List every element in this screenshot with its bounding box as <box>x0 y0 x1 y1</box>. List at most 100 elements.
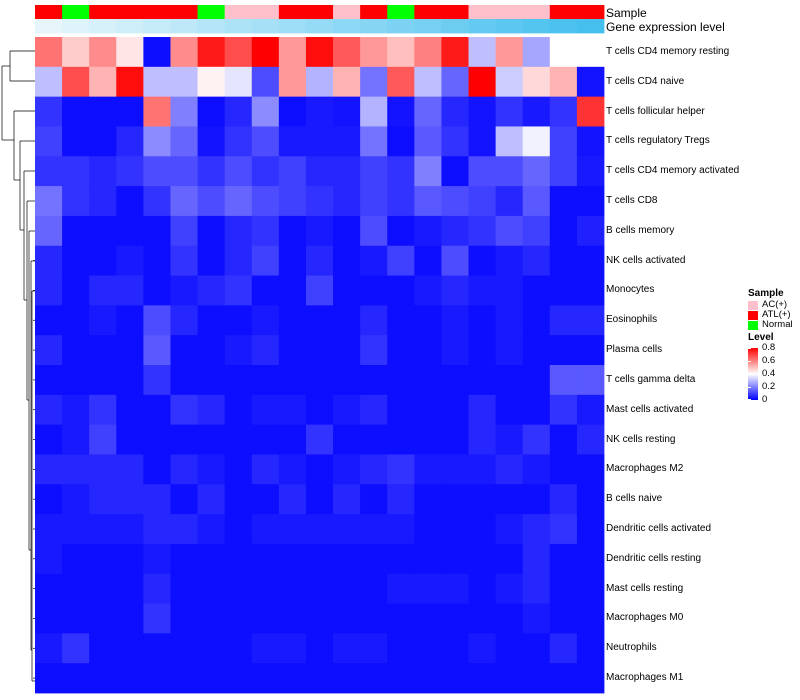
heatmap-cell <box>251 633 280 664</box>
heatmap-cell <box>441 126 469 157</box>
heatmap-cell <box>387 186 415 217</box>
heatmap-cell <box>224 126 253 157</box>
heatmap-cell <box>278 156 307 187</box>
heatmap-cell <box>468 126 497 157</box>
heatmap-cell <box>62 424 90 455</box>
heatmap-cell <box>170 394 198 426</box>
legend-tickmark <box>748 399 751 400</box>
heatmap-cell <box>143 156 171 187</box>
heatmap-cell <box>522 365 551 396</box>
heatmap-cell <box>62 454 90 485</box>
expression-annotation-cell <box>549 19 578 34</box>
heatmap-cell <box>305 514 334 545</box>
heatmap-cell <box>495 484 524 515</box>
heatmap-cell <box>495 365 524 396</box>
heatmap-cell <box>576 186 605 217</box>
heatmap-cell <box>224 424 253 455</box>
heatmap-cell <box>197 424 226 455</box>
heatmap-cell <box>278 275 307 306</box>
expression-annotation-cell <box>62 19 90 34</box>
heatmap-cell <box>360 633 388 664</box>
heatmap-cell <box>414 573 442 604</box>
heatmap-cell <box>143 365 171 396</box>
heatmap-cell <box>143 573 171 604</box>
expression-annotation-cell <box>387 19 415 34</box>
heatmap-cell <box>495 126 524 157</box>
heatmap-cell <box>89 245 117 276</box>
heatmap-cell <box>251 305 280 336</box>
sample-annotation-cell <box>170 5 198 20</box>
heatmap-cell <box>414 186 442 217</box>
heatmap-cell <box>143 633 171 664</box>
heatmap-cell <box>495 394 524 426</box>
heatmap-cell <box>522 573 551 604</box>
heatmap-cell <box>197 245 226 276</box>
heatmap-cell <box>251 156 280 187</box>
heatmap-cell <box>522 66 551 98</box>
heatmap-cell <box>197 96 226 127</box>
heatmap-cell <box>224 37 253 68</box>
heatmap-cells <box>35 37 605 694</box>
heatmap-cell <box>278 573 307 604</box>
row-label: Macrophages M0 <box>606 612 684 624</box>
heatmap-cell <box>224 96 253 127</box>
heatmap-cell <box>89 275 117 306</box>
heatmap-cell <box>305 484 334 515</box>
expression-annotation-cell <box>360 19 388 34</box>
heatmap-cell <box>35 633 63 664</box>
row-label: T cells regulatory Tregs <box>606 135 710 147</box>
heatmap-cell <box>278 603 307 634</box>
heatmap-cell <box>414 66 442 98</box>
heatmap-cell <box>62 245 90 276</box>
heatmap-cell <box>170 66 198 98</box>
heatmap-cell <box>35 335 63 366</box>
heatmap-cell <box>360 305 388 336</box>
heatmap-cell <box>116 305 144 336</box>
heatmap-cell <box>495 663 524 694</box>
heatmap-cell <box>333 633 361 664</box>
heatmap-cell <box>251 126 280 157</box>
heatmap-cell <box>197 603 226 634</box>
heatmap-cell <box>62 126 90 157</box>
heatmap-cell <box>305 454 334 485</box>
heatmap-cell <box>468 394 497 426</box>
legend-tick-0.2: 0.2 <box>762 381 776 392</box>
heatmap-cell <box>549 633 578 664</box>
heatmap-cell <box>549 156 578 187</box>
sample-annotation-cell <box>89 5 117 20</box>
expression-annotation-cell <box>522 19 551 34</box>
heatmap-cell <box>224 603 253 634</box>
heatmap-cell <box>468 424 497 455</box>
heatmap-cell <box>62 96 90 127</box>
expression-annotation-cell <box>116 19 144 34</box>
heatmap-cell <box>35 37 63 68</box>
heatmap-cell <box>468 633 497 664</box>
heatmap-cell <box>360 573 388 604</box>
heatmap-cell <box>278 245 307 276</box>
heatmap-cell <box>414 424 442 455</box>
heatmap-cell <box>170 335 198 366</box>
heatmap-cell <box>549 663 578 694</box>
heatmap-cell <box>495 514 524 545</box>
heatmap-cell <box>333 603 361 634</box>
heatmap-cell <box>305 424 334 455</box>
heatmap-cell <box>224 365 253 396</box>
legend-label-atl: ATL(+) <box>762 309 791 320</box>
heatmap-cell <box>468 186 497 217</box>
heatmap-cell <box>62 305 90 336</box>
heatmap-cell <box>62 66 90 98</box>
heatmap-cell <box>170 633 198 664</box>
heatmap-cell <box>62 335 90 366</box>
sample-annotation-cell <box>143 5 171 20</box>
heatmap-cell <box>441 186 469 217</box>
heatmap-cell <box>468 66 497 98</box>
expression-annotation-cell <box>305 19 334 34</box>
legend-swatch-ac <box>748 300 758 310</box>
legend-tickmark <box>748 374 751 375</box>
heatmap-cell <box>197 126 226 157</box>
heatmap-cell <box>35 96 63 127</box>
heatmap-cell <box>387 484 415 515</box>
heatmap-cell <box>576 96 605 127</box>
heatmap-cell <box>495 156 524 187</box>
heatmap-cell <box>197 365 226 396</box>
